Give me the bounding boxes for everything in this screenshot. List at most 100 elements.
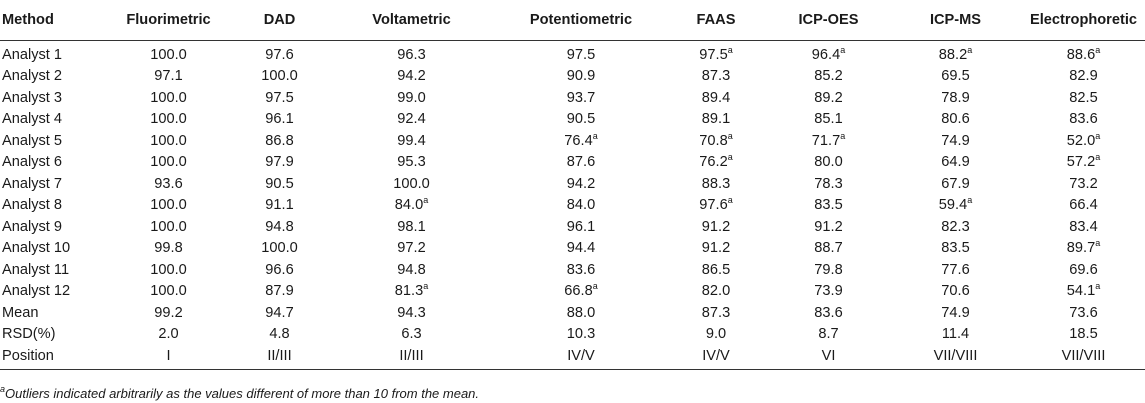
row-label: Analyst 10 [2,240,71,257]
table-cell: 74.9 [889,130,1022,152]
outlier-mark: a [1095,130,1101,141]
cell-value: 64.9 [941,154,970,171]
cell-value: 66.8 [564,283,593,300]
table-cell: 83.6 [768,302,889,324]
cell-value: 88.0 [566,304,596,321]
cell-value: 99.0 [397,89,426,106]
cell-value: 93.7 [566,89,596,106]
cell-value: 84.0 [394,197,424,214]
table-cell: 80.6 [889,109,1022,131]
cell-value: 92.4 [397,111,426,128]
row-label: Analyst 5 [2,132,63,149]
cell-value: 82.3 [941,218,970,235]
outlier-mark: a [423,281,429,292]
outlier-mark: a [592,130,598,141]
table-row: Mean 99.2 94.7 94.3 88.0 87.3 83.6 74.9 73.6 [0,302,1145,324]
cell-value: 100.0 [150,154,187,171]
column-header-voltametric: Voltametric [325,0,498,41]
cell-value: 90.9 [566,68,596,85]
table-cell: 96.1 [234,109,325,131]
table-cell: 69.5 [889,66,1022,88]
cell-value: 97.6 [699,197,728,214]
table-body: Analyst 1 100.0 97.6 96.3 97.5 97.5a 96.4a 88.2… [0,41,1145,370]
cell-value: 97.2 [397,240,426,257]
table-cell: 97.9 [234,152,325,174]
table-cell: 66.8a [498,281,664,303]
table-cell: 83.5 [889,238,1022,260]
table-cell: 97.5 [234,87,325,109]
cell-value: 99.4 [397,132,426,149]
table-cell: 89.7a [1022,238,1145,260]
table-cell: 90.5 [498,109,664,131]
cell-value: 66.4 [1069,197,1098,214]
cell-value: I [166,347,171,364]
table-cell: 97.2 [325,238,498,260]
cell-value: 96.1 [566,218,596,235]
cell-value: 90.5 [265,175,294,192]
column-header-potentiometric: Potentiometric [498,0,664,41]
table-row: Analyst 6 100.0 97.9 95.3 87.6 76.2a 80.0 64.9 5… [0,152,1145,174]
cell-value: 69.6 [1069,261,1098,278]
cell-value: 93.6 [154,175,183,192]
cell-value: VII/VIII [933,347,978,364]
table-cell: 91.2 [664,238,768,260]
table-cell: 98.1 [325,216,498,238]
cell-value: 94.7 [265,304,294,321]
cell-value: 100.0 [393,175,430,192]
table-cell: 82.9 [1022,66,1145,88]
column-header-dad: DAD [234,0,325,41]
table-cell: 100.0 [103,130,234,152]
table-cell: 87.3 [664,302,768,324]
cell-value: 11.4 [941,326,970,343]
table-cell: 8.7 [768,324,889,346]
cell-value: 91.2 [814,218,843,235]
table-cell: 93.6 [103,173,234,195]
table-cell: IV/V [498,345,664,370]
column-header-faas: FAAS [664,0,768,41]
cell-value: 80.6 [941,111,970,128]
table-cell: 84.0a [325,195,498,217]
cell-value: 94.8 [397,261,426,278]
cell-value: 73.2 [1069,175,1098,192]
table-cell: 94.7 [234,302,325,324]
table-row: Position I II/III II/III IV/V IV/V VI VII/VIII V… [0,345,1145,370]
table-cell: 97.5a [664,41,768,66]
cell-value: 74.9 [941,304,970,321]
column-header-icp-oes: ICP-OES [768,0,889,41]
column-header-fluorimetric: Fluorimetric [103,0,234,41]
table-cell: 100.0 [103,259,234,281]
cell-value: 98.1 [397,218,426,235]
cell-value: 67.9 [941,175,970,192]
table-cell: 78.3 [768,173,889,195]
cell-value: 88.7 [814,240,843,257]
table-row: Analyst 2 97.1 100.0 94.2 90.9 87.3 85.2 69.5 82… [0,66,1145,88]
table-cell: 82.3 [889,216,1022,238]
table-cell: 97.5 [498,41,664,66]
row-label: Analyst 9 [2,218,63,235]
table-cell: 96.4a [768,41,889,66]
cell-value: 89.2 [814,89,843,106]
cell-value: 100.0 [150,261,187,278]
row-label: Analyst 7 [2,175,63,192]
outlier-mark: a [840,130,846,141]
cell-value: 85.1 [814,111,843,128]
table-header-row: Method Fluorimetric DAD Voltametric Potentio… [0,0,1145,41]
table-cell: 88.7 [768,238,889,260]
table-row: Analyst 1 100.0 97.6 96.3 97.5 97.5a 96.4a 88.2… [0,41,1145,66]
table-row: Analyst 4 100.0 96.1 92.4 90.5 89.1 85.1 80.6 83… [0,109,1145,131]
table-cell: 87.3 [664,66,768,88]
cell-value: VI [821,347,836,364]
table-cell: 96.6 [234,259,325,281]
cell-value: 96.3 [397,46,426,63]
table-cell: 99.8 [103,238,234,260]
cell-value: VII/VIII [1061,347,1106,364]
cell-value: 86.5 [701,261,731,278]
cell-value: 10.3 [566,326,596,343]
cell-value: 78.3 [814,175,843,192]
cell-value: 83.6 [1069,111,1098,128]
table-cell: 9.0 [664,324,768,346]
table-cell: 91.2 [664,216,768,238]
cell-value: 8.7 [818,326,839,343]
cell-value: 82.9 [1069,68,1098,85]
table-row: Analyst 10 99.8 100.0 97.2 94.4 91.2 88.7 83.5 8… [0,238,1145,260]
